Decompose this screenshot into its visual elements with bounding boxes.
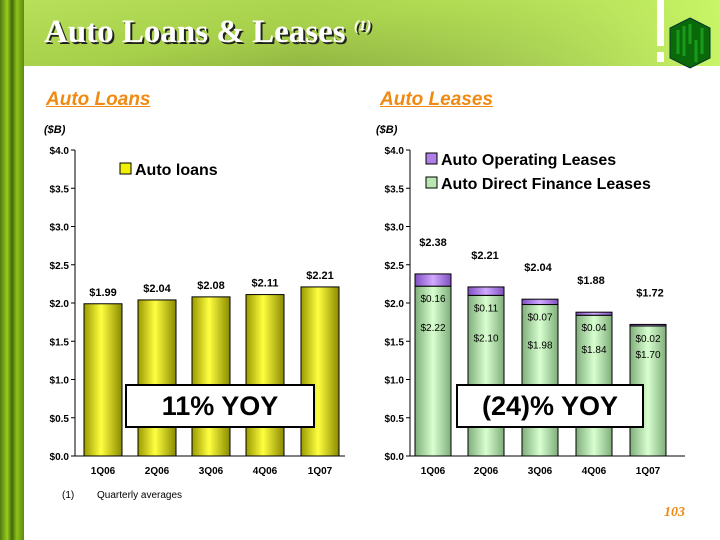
bar-operating — [467, 286, 505, 296]
huntington-logo-icon — [669, 17, 711, 69]
x-tick-label: 3Q06 — [528, 466, 553, 477]
y-tick-label: $2.5 — [50, 261, 70, 272]
bar-auto-loans — [191, 296, 231, 457]
direct-label: $2.10 — [473, 333, 498, 344]
bar-operating — [521, 298, 559, 306]
left-decor-stripe — [0, 0, 24, 540]
total-label: $1.88 — [577, 275, 605, 287]
operating-label: $0.16 — [420, 294, 445, 305]
bar-auto-loans — [83, 303, 123, 457]
operating-label: $0.07 — [527, 313, 552, 324]
legend-swatch-operating — [425, 152, 438, 165]
x-tick-label: 3Q06 — [199, 466, 224, 477]
x-tick-label: 1Q06 — [91, 466, 116, 477]
y-tick-label: $0.5 — [50, 414, 70, 425]
divider — [657, 52, 664, 62]
title-text: Auto Loans & Leases — [44, 14, 346, 50]
y-tick-label: $3.0 — [50, 223, 70, 234]
bar-operating — [629, 323, 667, 327]
bar-operating — [575, 311, 613, 316]
data-label: $2.08 — [197, 280, 225, 292]
y-tick-label: $3.0 — [385, 223, 405, 234]
bar-auto-loans — [300, 286, 340, 457]
page-title: Auto Loans & Leases (1) — [44, 14, 371, 51]
direct-label: $1.98 — [527, 341, 552, 352]
legend-swatch-auto-loans — [119, 162, 132, 175]
total-label: $1.72 — [636, 287, 664, 299]
direct-label: $2.22 — [420, 323, 445, 334]
bar-auto-loans — [245, 294, 285, 457]
legend-label-auto-loans: Auto loans — [135, 162, 218, 179]
y-tick-label: $1.5 — [50, 337, 70, 348]
auto-loans-heading: Auto Loans — [46, 89, 151, 110]
x-tick-label: 1Q06 — [421, 466, 446, 477]
y-tick-label: $1.0 — [50, 376, 70, 387]
divider — [657, 0, 664, 46]
x-tick-label: 4Q06 — [253, 466, 278, 477]
direct-label: $1.84 — [581, 345, 606, 356]
title-footnote: (1) — [353, 18, 372, 34]
loans-unit-label: ($B) — [44, 124, 66, 136]
total-label: $2.38 — [419, 237, 447, 249]
header-gradient — [300, 0, 720, 66]
legend-label-operating: Auto Operating Leases — [441, 152, 616, 169]
loans-yoy-callout: 11% YOY — [125, 384, 315, 428]
y-tick-label: $0.0 — [385, 452, 405, 463]
auto-leases-heading: Auto Leases — [380, 89, 493, 110]
bar-direct-finance — [521, 304, 559, 457]
y-tick-label: $4.0 — [385, 146, 405, 157]
footnote-text: Quarterly averages — [97, 490, 183, 501]
legend-label-direct: Auto Direct Finance Leases — [441, 176, 651, 193]
bar-direct-finance — [467, 294, 505, 457]
footnote-marker: (1) — [62, 490, 75, 501]
x-tick-label: 1Q07 — [308, 466, 333, 477]
data-label: $2.21 — [306, 270, 334, 282]
y-tick-label: $0.0 — [50, 452, 70, 463]
y-tick-label: $0.5 — [385, 414, 405, 425]
bar-auto-loans — [137, 299, 177, 457]
x-tick-label: 2Q06 — [474, 466, 499, 477]
x-tick-label: 4Q06 — [582, 466, 607, 477]
x-tick-label: 2Q06 — [145, 466, 170, 477]
y-tick-label: $4.0 — [50, 146, 70, 157]
bar-operating — [414, 273, 452, 287]
legend-swatch-direct — [425, 176, 438, 189]
data-label: $2.04 — [143, 283, 171, 295]
leases-unit-label: ($B) — [376, 124, 398, 136]
y-tick-label: $3.5 — [50, 184, 70, 195]
data-label: $1.99 — [89, 287, 117, 299]
y-tick-label: $1.5 — [385, 337, 405, 348]
leases-yoy-callout: (24)% YOY — [456, 384, 644, 428]
bar-direct-finance — [414, 285, 452, 457]
y-tick-label: $2.5 — [385, 261, 405, 272]
total-label: $2.04 — [524, 262, 552, 274]
y-tick-label: $2.0 — [50, 299, 70, 310]
data-label: $2.11 — [252, 278, 279, 290]
page-number: 103 — [664, 505, 685, 520]
total-label: $2.21 — [471, 250, 499, 262]
y-tick-label: $2.0 — [385, 299, 405, 310]
operating-label: $0.04 — [581, 323, 606, 334]
direct-label: $1.70 — [635, 350, 660, 361]
operating-label: $0.11 — [474, 303, 499, 314]
y-tick-label: $1.0 — [385, 376, 405, 387]
operating-label: $0.02 — [635, 334, 660, 345]
y-tick-label: $3.5 — [385, 184, 405, 195]
x-tick-label: 1Q07 — [636, 466, 661, 477]
